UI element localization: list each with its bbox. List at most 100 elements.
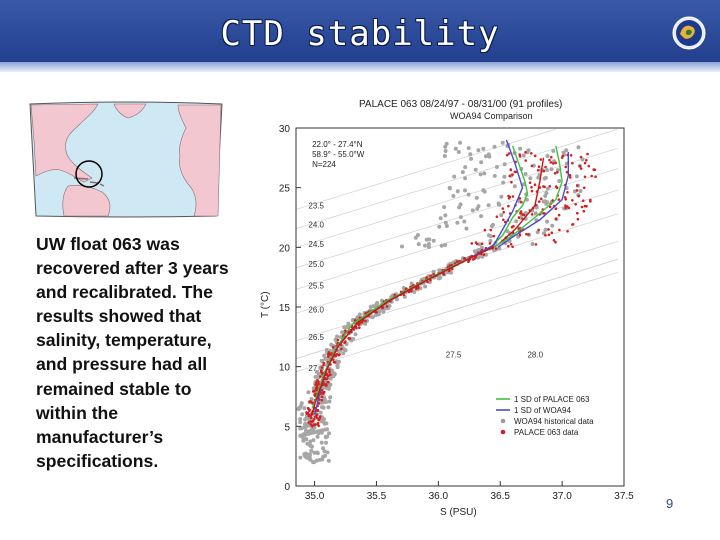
historical-data-point <box>303 425 308 430</box>
float-data-point <box>510 225 514 229</box>
float-data-point <box>533 154 537 158</box>
float-data-point <box>360 321 364 324</box>
float-data-point <box>333 361 337 364</box>
historical-data-point <box>476 204 481 209</box>
float-data-point <box>336 338 340 342</box>
float-data-point <box>501 207 505 210</box>
historical-data-point <box>481 188 486 193</box>
historical-data-point <box>424 237 429 242</box>
float-data-point <box>489 228 493 232</box>
historical-data-point <box>326 405 331 410</box>
density-contour <box>295 272 618 373</box>
float-data-point <box>550 231 554 234</box>
historical-data-point <box>304 451 308 456</box>
historical-data-point <box>335 334 339 339</box>
historical-data-point <box>478 172 483 177</box>
float-data-point <box>558 228 561 232</box>
ts-diagram-chart: PALACE 063 08/24/97 - 08/31/00 (91 profi… <box>254 90 663 524</box>
historical-data-point <box>479 214 484 219</box>
float-data-point <box>593 168 597 171</box>
info-box-line: 58.9° - 55.0°W <box>312 150 365 159</box>
float-data-point <box>517 216 521 219</box>
historical-data-point <box>363 321 368 326</box>
x-tick-label: 35.5 <box>367 491 387 502</box>
historical-data-point <box>302 406 307 411</box>
historical-data-point <box>474 195 479 200</box>
historical-data-point <box>336 359 341 364</box>
float-data-point <box>568 173 572 177</box>
historical-data-point <box>455 189 460 194</box>
historical-data-point <box>468 152 473 157</box>
historical-data-point <box>514 219 519 224</box>
y-tick-label: 10 <box>279 363 291 374</box>
historical-data-point <box>486 203 491 208</box>
float-data-point <box>548 158 551 162</box>
float-data-point <box>447 269 451 273</box>
historical-data-point <box>319 430 324 435</box>
float-data-point <box>518 197 522 200</box>
historical-data-point <box>458 202 463 207</box>
float-data-point <box>508 174 512 178</box>
page-number: 9 <box>666 496 674 511</box>
float-data-point <box>519 211 522 215</box>
historical-data-point <box>543 194 548 198</box>
density-contour-label: 24.0 <box>308 221 324 230</box>
float-data-point <box>455 260 459 263</box>
float-data-point <box>549 161 553 164</box>
float-data-point <box>554 185 558 188</box>
float-data-point <box>585 205 588 208</box>
historical-data-point <box>313 374 318 379</box>
legend-label: WOA94 historical data <box>514 417 594 426</box>
float-data-point <box>575 189 579 192</box>
historical-data-point <box>437 268 442 273</box>
historical-data-point <box>400 244 404 249</box>
historical-data-point <box>470 208 475 213</box>
historical-data-point <box>328 395 333 400</box>
x-tick-label: 35.0 <box>305 491 325 502</box>
float-data-point <box>402 293 405 297</box>
float-data-point <box>550 155 553 159</box>
y-axis-label: T (°C) <box>260 291 271 318</box>
historical-data-point <box>357 312 362 317</box>
float-data-point <box>542 185 545 188</box>
float-data-point <box>547 228 550 231</box>
density-contour <box>295 147 618 248</box>
float-data-point <box>586 152 589 156</box>
float-data-point <box>538 200 541 203</box>
historical-data-point <box>317 457 322 462</box>
float-data-point <box>530 213 534 216</box>
float-data-point <box>533 183 537 186</box>
float-data-point <box>571 199 574 202</box>
historical-data-point <box>557 179 562 183</box>
float-data-point <box>322 392 325 396</box>
float-data-point <box>494 247 498 250</box>
float-data-point <box>557 198 561 201</box>
chart-subtitle: WOA94 Comparison <box>450 111 533 121</box>
float-data-point <box>353 319 357 322</box>
info-box-line: N=224 <box>312 160 336 169</box>
historical-data-point <box>374 301 379 306</box>
float-data-point <box>505 153 509 157</box>
float-data-point <box>554 217 558 220</box>
historical-data-point <box>487 154 492 159</box>
historical-data-point <box>545 219 549 224</box>
historical-data-point <box>426 245 431 249</box>
historical-data-point <box>371 304 376 309</box>
historical-data-point <box>315 434 320 439</box>
historical-data-point <box>550 223 555 228</box>
float-data-point <box>507 244 510 248</box>
historical-data-point <box>502 174 507 179</box>
float-location-marker <box>75 160 103 188</box>
float-data-point <box>404 287 408 290</box>
historical-data-point <box>533 211 538 216</box>
historical-data-point <box>526 148 531 153</box>
historical-data-point <box>488 234 493 239</box>
historical-data-point <box>574 174 579 179</box>
historical-data-point <box>452 174 457 179</box>
series-line <box>311 157 545 415</box>
float-data-point <box>564 197 567 201</box>
historical-data-point <box>518 146 523 151</box>
historical-data-point <box>545 186 550 191</box>
historical-data-point <box>306 390 311 395</box>
historical-data-point <box>463 165 468 170</box>
